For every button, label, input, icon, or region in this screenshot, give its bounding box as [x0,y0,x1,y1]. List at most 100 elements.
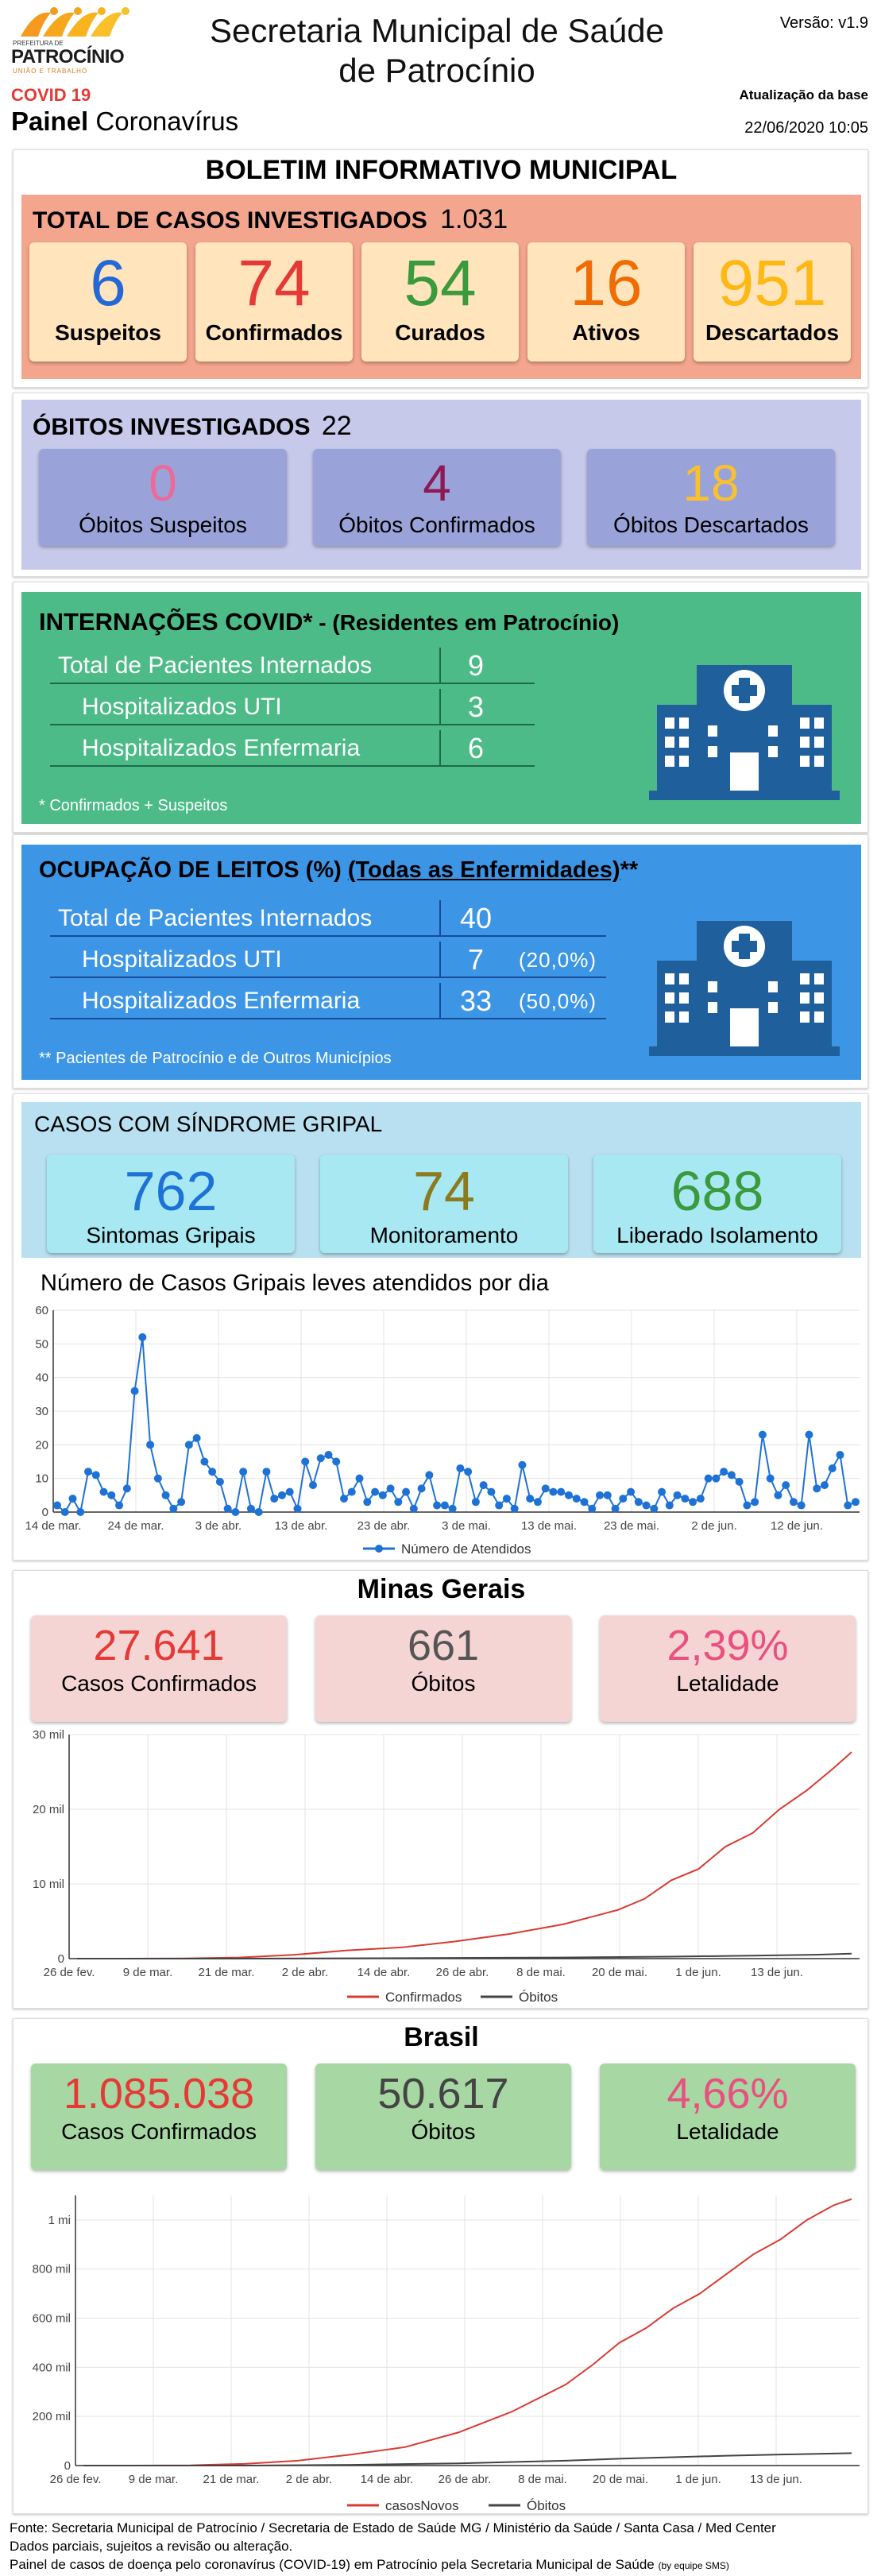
data-point [277,1491,286,1499]
data-point [596,1491,605,1499]
data-point [627,1487,636,1496]
data-point [813,1484,821,1493]
card-label: Óbitos Suspeitos [79,512,247,537]
data-point [650,1504,659,1513]
data-point [231,1508,240,1516]
deaths-section: ÓBITOS INVESTIGADOS 22 0 Óbitos Suspeitos… [13,393,868,577]
data-point [836,1451,844,1460]
data-point [526,1495,535,1503]
data-point [774,1491,782,1499]
beds-title-link[interactable]: (Todas as Enfermidades) [347,857,620,883]
table-row: Hospitalizados UTI 7 (20,0%) [50,942,606,978]
bulletin-card-5: 951 Descartados [694,242,851,362]
bulletin-card-4: 16 Ativos [527,242,685,362]
row-label: Total de Pacientes Internados [58,652,373,679]
x-tick-label: 24 de mar. [108,1519,164,1533]
row-label: Hospitalizados Enfermaria [82,988,361,1014]
x-tick-label: 20 de mai. [593,2473,648,2486]
data-point [766,1474,775,1483]
x-tick-label: 8 de mai. [516,1966,566,1979]
data-point [495,1501,504,1510]
chart-ticks: 0 200 mil 400 mil 600 mil 800 mil 1 mi 26 de f… [33,2214,802,2486]
deaths-label: ÓBITOS INVESTIGADOS [33,414,311,440]
footer: Fonte: Secretaria Municipal de Patrocíni… [10,2519,875,2575]
data-point [805,1430,813,1439]
card-label: Ativos [572,320,640,345]
card-label: Óbitos Descartados [613,512,809,537]
bulletin-card-3: 54 Curados [361,242,519,362]
card-value: 4 [423,454,451,512]
card-value: 6 [90,247,126,319]
cases-heading: TOTAL DE CASOS INVESTIGADOS 1.031 [33,204,508,235]
deaths-heading: ÓBITOS INVESTIGADOS 22 [33,411,352,442]
br-title: Brasil [404,2022,479,2052]
y-tick-label: 1 mi [48,2214,71,2227]
hospital-panel: INTERNAÇÕES COVID* - (Residentes em Patr… [21,592,861,824]
data-point [533,1498,542,1507]
data-point [76,1508,85,1516]
card-label: Óbitos [411,2119,476,2144]
card-label: Letalidade [676,2119,779,2144]
hospital-icon [649,921,840,1056]
x-tick-label: 14 de abr. [357,1966,411,1979]
beds-hospital-icon [649,905,840,1056]
y-tick-label: 400 mil [33,2361,71,2374]
row-label: Total de Pacientes Internados [58,905,373,931]
row-label: Hospitalizados UTI [82,946,282,973]
card-value: 762 [124,1160,218,1222]
data-point [130,1387,139,1395]
chart-legend: Confirmados Óbitos [347,1990,558,2005]
data-point [285,1487,294,1496]
hospital-section: INTERNAÇÕES COVID* - (Residentes em Patr… [13,582,868,833]
data-point [324,1451,333,1460]
table-row: Hospitalizados Enfermaria 6 [50,730,535,767]
data-point [378,1491,387,1499]
deaths-card-3: 18 Óbitos Descartados [587,449,835,546]
chart-ticks: 0 10 mil 20 mil 30 mil 26 de fev. 9 de mar. 21… [33,1728,803,1979]
data-point [789,1498,798,1507]
data-point [820,1481,829,1490]
data-point [704,1474,713,1483]
x-tick-label: 26 de abr. [436,1966,489,1979]
data-point [146,1441,155,1449]
series-line-1 [56,1336,856,1514]
mg-card-3: 2,39% Letalidade [600,1615,856,1722]
data-point [177,1498,186,1507]
data-point [751,1498,759,1507]
data-point [68,1495,77,1503]
data-point [456,1464,465,1472]
page-title: Secretaria Municipal de Saúde de Patrocí… [159,11,715,91]
x-tick-label: 2 de jun. [691,1519,737,1533]
page-title-line1: Secretaria Municipal de Saúde [209,12,664,49]
chart-grid [52,1309,860,1513]
table-row: Total de Pacientes Internados 40 [50,900,606,937]
data-point [611,1504,620,1513]
data-point [758,1430,767,1439]
data-point [619,1495,628,1503]
card-value: 951 [717,247,827,319]
flu-line-chart: 0 10 20 30 40 50 60 14 de mar. 24 de mar. 3 de ab… [25,1304,860,1557]
card-label: Confirmados [205,320,343,345]
data-point [557,1487,566,1496]
hospital-note: * Confirmados + Suspeitos [39,797,228,814]
data-point [293,1504,302,1513]
card-value: 688 [670,1160,764,1222]
mg-card-2: 661 Óbitos [315,1615,571,1722]
data-point [727,1471,736,1479]
card-label: Monitoramento [369,1223,519,1247]
data-point [409,1504,418,1513]
panel-label-rest: Coronavírus [95,106,239,136]
y-tick-label: 200 mil [33,2410,71,2423]
x-tick-label: 1 de jun. [675,1966,721,1979]
y-tick-label: 800 mil [33,2263,71,2276]
row-value: 40 [439,900,511,937]
row-label: Hospitalizados Enfermaria [82,735,361,761]
card-label: Descartados [705,320,840,345]
flu-section: CASOS COM SÍNDROME GRIPAL 762 Sintomas Gr… [13,1093,868,1561]
deaths-card-1: 0 Óbitos Suspeitos [39,449,287,546]
y-tick-label: 0 [64,2459,71,2473]
update-date: 22/06/2020 10:05 [744,119,868,137]
data-point [355,1474,364,1483]
data-point [603,1491,612,1499]
row-value: 33 [439,983,511,1019]
